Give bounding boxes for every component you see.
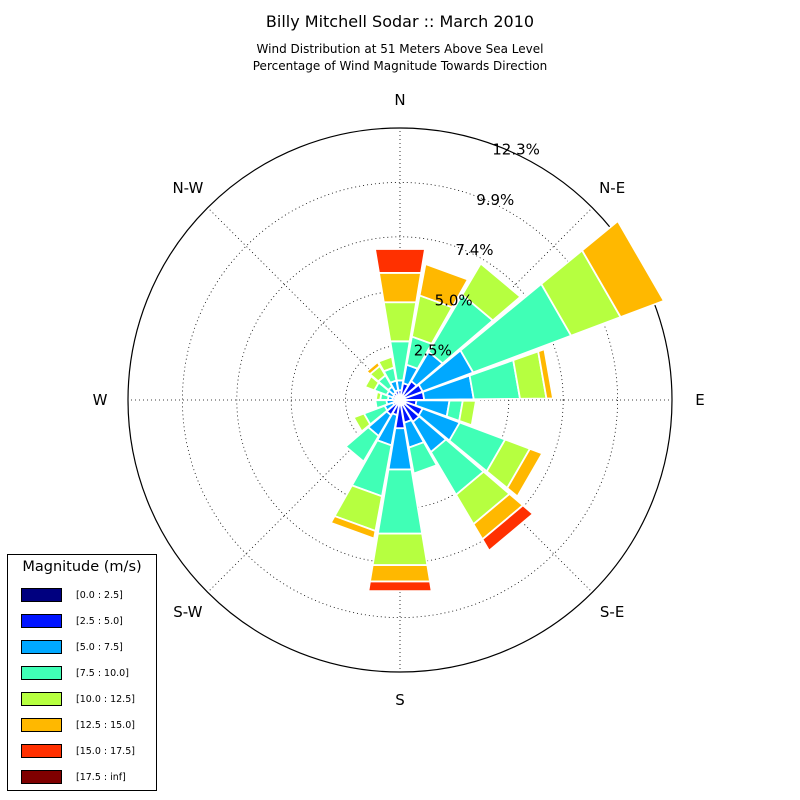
radial-tick-label: 9.9% bbox=[476, 191, 514, 209]
direction-label: W bbox=[93, 391, 108, 409]
direction-label: S-W bbox=[173, 603, 202, 621]
legend-label: [7.5 : 10.0] bbox=[76, 668, 129, 679]
chart-subtitle: Wind Distribution at 51 Meters Above Sea… bbox=[0, 41, 800, 75]
subtitle-line-2: Percentage of Wind Magnitude Towards Dir… bbox=[252, 59, 548, 73]
windrose-bar-segment bbox=[506, 447, 544, 498]
windrose-bars bbox=[329, 219, 666, 593]
direction-label: E bbox=[695, 391, 704, 409]
legend-swatch bbox=[21, 692, 62, 706]
legend-label: [0.0 : 2.5] bbox=[76, 590, 123, 601]
radial-tick-label: 5.0% bbox=[435, 291, 473, 309]
subtitle-line-1: Wind Distribution at 51 Meters Above Sea… bbox=[256, 42, 544, 56]
windrose-bar-segment bbox=[368, 564, 432, 583]
legend-label: [12.5 : 15.0] bbox=[76, 720, 135, 731]
windrose-bar-segment bbox=[537, 347, 555, 400]
windrose-bar-segment bbox=[377, 271, 423, 304]
legend-label: [10.0 : 12.5] bbox=[76, 694, 135, 705]
legend-swatch bbox=[21, 770, 62, 784]
legend-title: Magnitude (m/s) bbox=[22, 559, 142, 575]
legend: Magnitude (m/s) [0.0 : 2.5] [2.5 : 5.0] [5… bbox=[7, 554, 157, 791]
legend-swatch bbox=[21, 640, 62, 654]
windrose-bar-segment bbox=[461, 262, 522, 322]
grid-spoke bbox=[207, 399, 401, 593]
legend-label: [2.5 : 5.0] bbox=[76, 616, 123, 627]
windrose-bar-segment bbox=[580, 219, 666, 319]
windrose-bar-segment bbox=[458, 399, 478, 427]
direction-label: N-W bbox=[172, 179, 203, 197]
legend-swatch bbox=[21, 666, 62, 680]
windrose-bar-segment bbox=[373, 248, 427, 274]
grid-circle bbox=[181, 181, 619, 619]
chart-title: Billy Mitchell Sodar :: March 2010 bbox=[265, 12, 535, 31]
windrose-bar-segment bbox=[365, 360, 381, 376]
radial-tick-label: 2.5% bbox=[414, 342, 452, 360]
outer-circle bbox=[127, 127, 673, 673]
direction-label: S-E bbox=[600, 603, 624, 621]
windrose-bar-segment bbox=[344, 426, 380, 463]
windrose-bar-segment bbox=[377, 355, 395, 373]
axis-labels: N N-E E S-E S S-W W N-W 2.5% 5.0% 7.4% 9.9% 12.3% bbox=[93, 91, 705, 709]
legend-swatch bbox=[21, 718, 62, 732]
direction-label: S bbox=[395, 691, 405, 709]
radial-tick-label: 7.4% bbox=[455, 241, 493, 259]
legend-label: [5.0 : 7.5] bbox=[76, 642, 123, 653]
windrose-bar-segment bbox=[367, 580, 433, 593]
legend-swatch bbox=[21, 588, 62, 602]
windrose-bar-segment bbox=[352, 412, 372, 433]
grid-spoke bbox=[207, 207, 401, 401]
windrose-bar-segment bbox=[481, 504, 535, 553]
direction-label: N-E bbox=[599, 179, 625, 197]
direction-label: N bbox=[394, 91, 405, 109]
legend-swatch bbox=[21, 614, 62, 628]
windrose-bar-segment bbox=[407, 441, 439, 475]
windrose-bar-segment bbox=[329, 514, 377, 540]
legend-swatch bbox=[21, 744, 62, 758]
windrose-bar-segment bbox=[418, 262, 470, 309]
radial-tick-label: 12.3% bbox=[492, 141, 540, 159]
windrose-bar-segment bbox=[371, 532, 429, 567]
legend-label: [15.0 : 17.5] bbox=[76, 746, 135, 757]
legend-label: [17.5 : inf] bbox=[76, 772, 126, 783]
